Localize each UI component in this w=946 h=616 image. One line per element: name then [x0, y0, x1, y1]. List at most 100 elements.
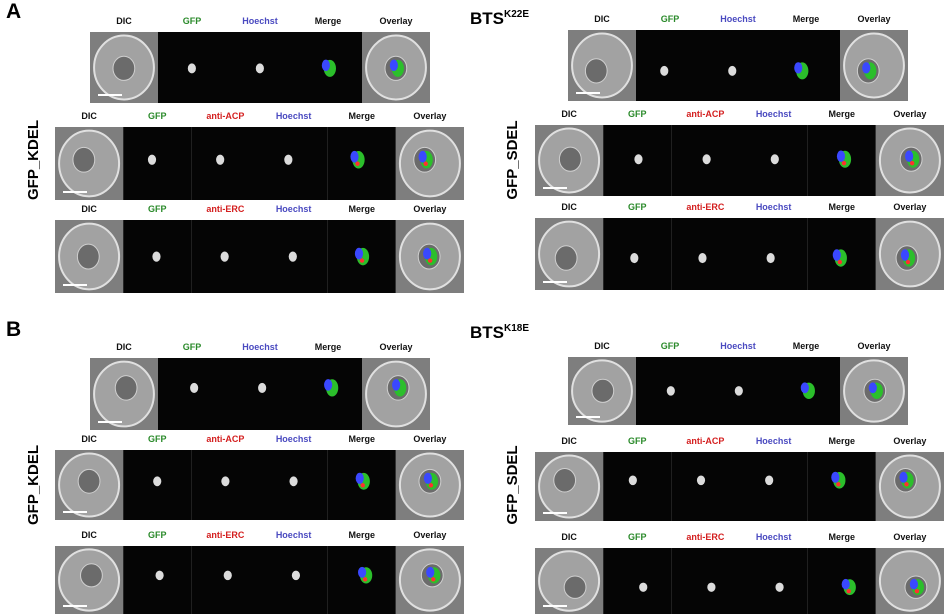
- marker-signal: [837, 259, 843, 265]
- channel-label: GFP: [183, 342, 202, 352]
- fluor-signal: [765, 475, 774, 486]
- image-tile: [603, 548, 672, 614]
- fluor-signal: [766, 253, 775, 264]
- channel-label: GFP: [628, 532, 647, 542]
- channel-label: Overlay: [857, 14, 890, 24]
- heading-base: BTS: [470, 323, 504, 342]
- parasite: [591, 378, 615, 403]
- channel-label: Overlay: [379, 16, 412, 26]
- dna-signal: [423, 247, 432, 260]
- channel-label: Hoechst: [276, 530, 312, 540]
- parasite: [558, 146, 582, 172]
- parasite: [72, 146, 96, 173]
- image-tile: [807, 548, 876, 614]
- channel-label: Merge: [348, 434, 375, 444]
- image-tile: [603, 218, 672, 290]
- marker-signal: [423, 161, 428, 166]
- channel-label: Hoechst: [720, 341, 756, 351]
- side-label: GFP_KDEL: [25, 120, 42, 200]
- fluor-signal: [630, 253, 639, 264]
- channel-label: Merge: [828, 109, 855, 119]
- channel-label: Hoechst: [276, 434, 312, 444]
- image-tile: [671, 218, 740, 290]
- parasite: [80, 563, 103, 588]
- channel-label: DIC: [561, 202, 577, 212]
- channel-label: Merge: [828, 532, 855, 542]
- channel-label: anti-ERC: [206, 530, 245, 540]
- channel-label: Hoechst: [756, 202, 792, 212]
- marker-signal: [904, 482, 909, 487]
- dna-signal: [426, 566, 435, 578]
- channel-label: Hoechst: [756, 436, 792, 446]
- marker-signal: [909, 161, 915, 166]
- channel-label: Merge: [348, 204, 375, 214]
- marker-signal: [359, 258, 365, 263]
- channel-label: anti-ACP: [686, 109, 724, 119]
- image-tile: [191, 127, 260, 200]
- channel-label: DIC: [561, 532, 577, 542]
- fluor-signal: [734, 386, 743, 396]
- image-tile: [259, 127, 328, 200]
- channel-label: Overlay: [857, 341, 890, 351]
- fluor-signal: [660, 65, 669, 76]
- marker-signal: [362, 577, 368, 582]
- fluor-signal: [155, 570, 164, 581]
- fluor-signal: [187, 63, 196, 74]
- parasite: [112, 55, 136, 81]
- heading-sup: K22E: [504, 9, 529, 20]
- dna-signal: [832, 249, 841, 261]
- channel-label: Overlay: [893, 532, 926, 542]
- channel-label: DIC: [81, 111, 97, 121]
- fluor-signal: [284, 154, 293, 165]
- parasite: [554, 245, 578, 271]
- marker-signal: [846, 589, 851, 594]
- panel-letter: A: [6, 0, 21, 23]
- dna-signal: [905, 150, 914, 162]
- image-tile: [739, 548, 808, 614]
- marker-signal: [431, 577, 436, 582]
- image-tile: [636, 30, 704, 101]
- fluor-signal: [628, 475, 637, 486]
- heading-sup: K18E: [504, 323, 529, 334]
- dna-signal: [358, 566, 367, 578]
- channel-label: anti-ERC: [206, 204, 245, 214]
- fluor-signal: [770, 154, 779, 165]
- marker-signal: [355, 161, 360, 166]
- channel-label: DIC: [81, 434, 97, 444]
- dna-signal: [862, 62, 871, 74]
- channel-label: DIC: [561, 109, 577, 119]
- marker-signal: [360, 483, 365, 488]
- parasite: [584, 58, 608, 84]
- marker-signal: [428, 483, 434, 488]
- channel-label: Merge: [828, 436, 855, 446]
- construct-heading: BTSK22E: [470, 9, 529, 28]
- image-tile: [739, 218, 808, 290]
- channel-label: GFP: [148, 434, 167, 444]
- image-tile: [158, 358, 226, 430]
- channel-label: Hoechst: [242, 16, 278, 26]
- channel-label: Hoechst: [276, 204, 312, 214]
- channel-label: Merge: [315, 342, 342, 352]
- side-label: GFP_KDEL: [25, 445, 42, 525]
- channel-label: Hoechst: [756, 109, 792, 119]
- fluor-signal: [291, 570, 301, 581]
- image-tile: [191, 546, 260, 614]
- marker-signal: [914, 589, 920, 594]
- channel-label: Merge: [315, 16, 342, 26]
- fluor-signal: [255, 63, 264, 74]
- fluor-signal: [639, 582, 648, 592]
- fluor-signal: [258, 382, 267, 393]
- channel-label: Overlay: [893, 202, 926, 212]
- dna-signal: [389, 59, 398, 72]
- channel-label: Overlay: [413, 204, 446, 214]
- dna-signal: [794, 62, 803, 74]
- channel-label: Hoechst: [756, 532, 792, 542]
- dna-signal: [355, 472, 364, 484]
- image-tile: [671, 452, 740, 521]
- channel-label: DIC: [116, 16, 132, 26]
- fluor-signal: [223, 570, 232, 581]
- channel-label: GFP: [661, 14, 680, 24]
- channel-label: Overlay: [893, 436, 926, 446]
- channel-label: Merge: [348, 111, 375, 121]
- image-tile: [123, 546, 192, 614]
